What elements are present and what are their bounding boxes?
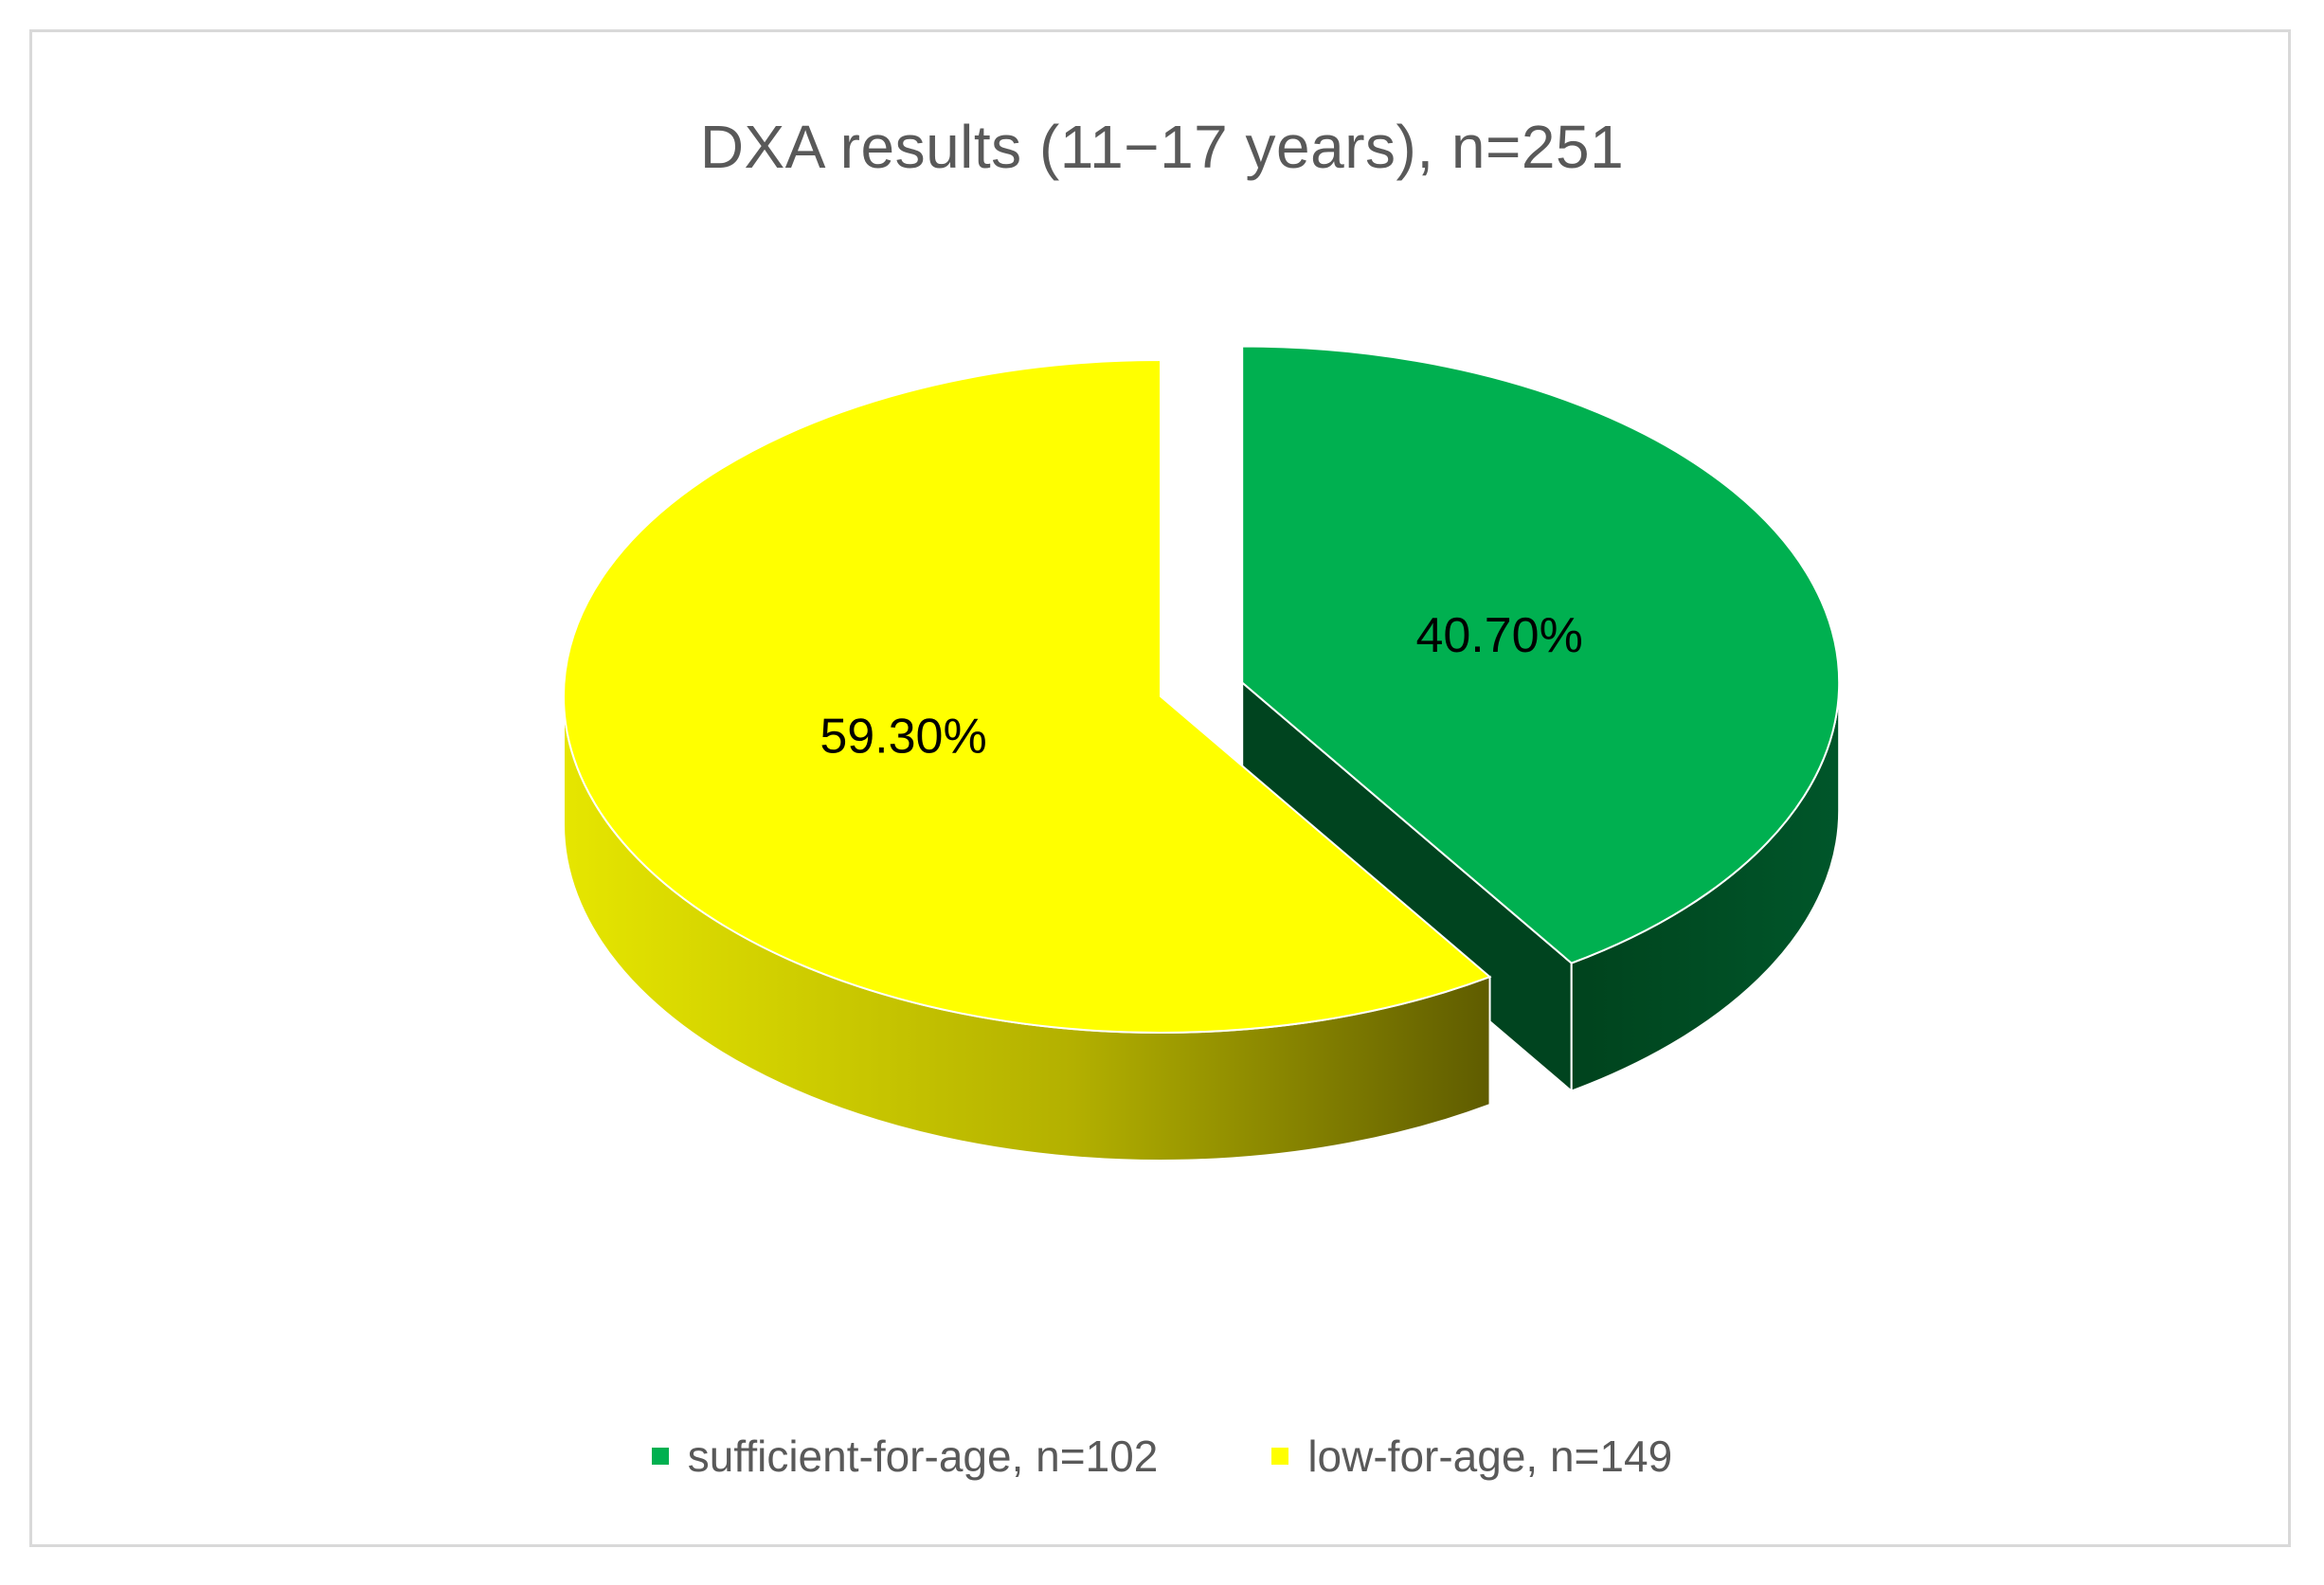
legend-swatch-sufficient xyxy=(651,1448,669,1465)
legend-label-low: low-for-age, n=149 xyxy=(1307,1432,1673,1481)
data-label-sufficient: 40.70% xyxy=(1415,608,1582,663)
data-label-low: 59.30% xyxy=(820,710,986,765)
chart-legend: sufficient-for-age, n=102 low-for-age, n… xyxy=(0,1431,2324,1482)
legend-item-sufficient: sufficient-for-age, n=102 xyxy=(651,1431,1159,1482)
pie-layer: 40.70% 59.30% xyxy=(563,345,1841,1162)
pie-slice-low xyxy=(563,358,1492,1034)
legend-swatch-low xyxy=(1271,1448,1289,1465)
chart-title: DXA results (11−17 years), n=251 xyxy=(699,113,1625,181)
legend-item-low: low-for-age, n=149 xyxy=(1271,1431,1672,1482)
pie-slice-sufficient xyxy=(1241,345,1841,964)
legend-label-sufficient: sufficient-for-age, n=102 xyxy=(687,1432,1159,1481)
